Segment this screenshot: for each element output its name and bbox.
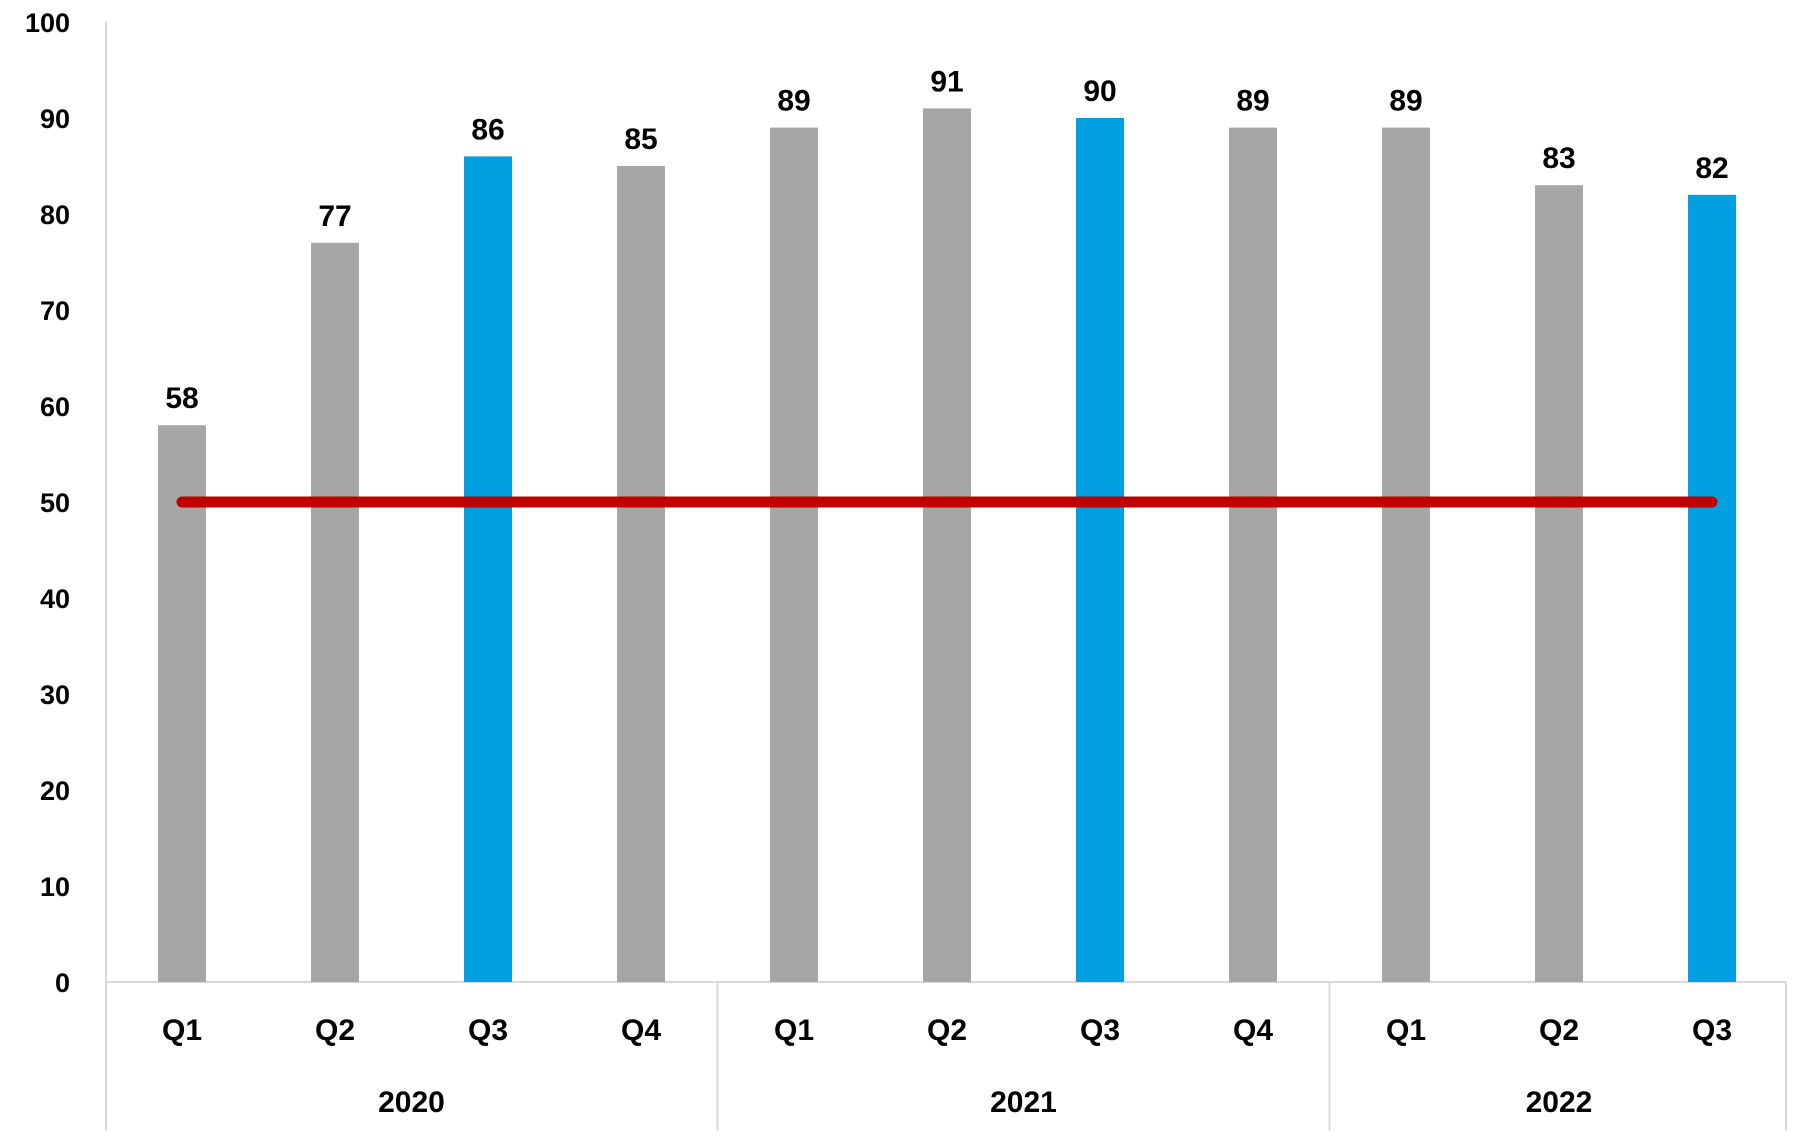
y-tick-label: 20 (40, 776, 70, 806)
data-label: 86 (471, 113, 504, 146)
data-label: 82 (1695, 152, 1728, 185)
x-tick-label: Q3 (1080, 1014, 1120, 1047)
bar (770, 127, 818, 983)
y-tick-label: 0 (55, 968, 70, 998)
y-tick-label: 80 (40, 200, 70, 230)
labels: 0 10 20 30 40 50 60 70 80 90 100 2020 2021 2022 Q1 58 Q2… (25, 8, 1732, 1119)
data-label: 90 (1083, 75, 1116, 108)
bar (464, 156, 512, 982)
bar (1076, 118, 1124, 982)
y-tick-label: 70 (40, 296, 70, 326)
x-group-label: 2020 (378, 1086, 445, 1119)
x-tick-label: Q4 (1233, 1014, 1273, 1047)
data-label: 83 (1542, 142, 1575, 175)
y-tick-label: 100 (25, 8, 70, 38)
x-tick-label: Q1 (162, 1014, 202, 1047)
bar (311, 242, 359, 983)
bar (1688, 194, 1736, 983)
y-tick-label: 60 (40, 392, 70, 422)
bar (1229, 127, 1277, 983)
bar (1382, 127, 1430, 983)
x-tick-label: Q3 (468, 1014, 508, 1047)
bars (158, 108, 1736, 983)
data-label: 85 (624, 123, 657, 156)
bar (158, 425, 206, 982)
x-tick-label: Q3 (1692, 1014, 1732, 1047)
y-tick-label: 40 (40, 584, 70, 614)
y-tick-label: 90 (40, 104, 70, 134)
x-group-label: 2022 (1526, 1086, 1593, 1119)
axes (105, 22, 1787, 1131)
y-tick-label: 30 (40, 680, 70, 710)
data-label: 89 (1236, 85, 1269, 118)
bar (1535, 185, 1583, 982)
x-tick-label: Q2 (1539, 1014, 1579, 1047)
bar (923, 108, 971, 982)
x-tick-label: Q2 (927, 1014, 967, 1047)
x-tick-label: Q2 (315, 1014, 355, 1047)
data-label: 77 (318, 200, 351, 233)
y-tick-label: 50 (40, 488, 70, 518)
bar (617, 166, 665, 982)
data-label: 58 (165, 382, 198, 415)
data-label: 89 (777, 85, 810, 118)
x-tick-label: Q4 (621, 1014, 661, 1047)
data-label: 91 (930, 65, 963, 98)
x-tick-label: Q1 (1386, 1014, 1426, 1047)
x-group-label: 2021 (990, 1086, 1057, 1119)
data-label: 89 (1389, 85, 1422, 118)
y-tick-label: 10 (40, 872, 70, 902)
x-tick-label: Q1 (774, 1014, 814, 1047)
